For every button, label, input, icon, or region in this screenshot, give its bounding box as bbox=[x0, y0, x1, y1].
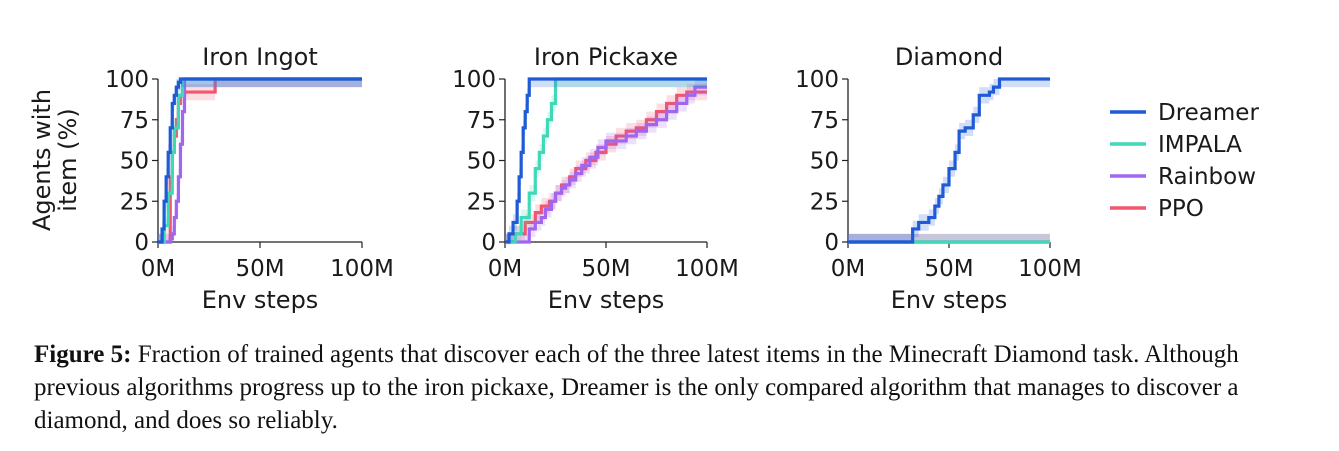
figure-caption: Figure 5: Fraction of trained agents tha… bbox=[34, 338, 1314, 437]
subplot-iron-ingot: Iron Ingot 0 25 50 75 100 0M 50M 100M Env steps bbox=[105, 43, 394, 314]
plot-diamond-band-rainbow bbox=[848, 233, 1050, 242]
plot-iron-ingot-title: Iron Ingot bbox=[202, 43, 318, 71]
plot-iron-pickaxe-y-tick-label: 0 bbox=[481, 230, 496, 256]
plot-diamond-band-impala bbox=[848, 233, 1050, 242]
plot-iron-ingot-y-tick-label: 50 bbox=[120, 149, 149, 175]
plot-iron-pickaxe-band-impala bbox=[505, 79, 707, 242]
plot-iron-ingot-line-impala bbox=[158, 77, 362, 244]
legend-label-ppo: PPO bbox=[1158, 196, 1204, 222]
plot-iron-ingot-x-label: Env steps bbox=[202, 286, 319, 314]
subplot-diamond: Diamond 0 25 50 75 100 0M 50M 100M Env steps bbox=[795, 43, 1082, 314]
plot-diamond-y-tick-label: 0 bbox=[824, 230, 839, 256]
plot-iron-pickaxe-x-label: Env steps bbox=[548, 286, 665, 314]
plot-iron-ingot-y-tick-label: 75 bbox=[120, 108, 149, 134]
plot-diamond-y-tick-label: 25 bbox=[810, 189, 839, 215]
plot-diamond-title: Diamond bbox=[895, 43, 1003, 71]
plot-diamond-band-dreamer bbox=[848, 79, 1050, 242]
plot-iron-ingot-y-tick-label: 100 bbox=[105, 67, 149, 93]
plot-iron-ingot-band-impala bbox=[158, 79, 362, 242]
subplot-iron-pickaxe: Iron Pickaxe 0 25 50 75 100 0M 50M 100M Env steps bbox=[452, 43, 739, 314]
plot-iron-ingot-y-tick-label: 0 bbox=[134, 230, 149, 256]
figure: Agents with item (%) Iron Ingot 0 25 50 75 10… bbox=[28, 43, 1259, 314]
plot-iron-pickaxe-line-rainbow bbox=[505, 85, 707, 244]
plot-diamond-x-tick-label: 0M bbox=[831, 256, 865, 282]
plot-diamond-x-tick-label: 100M bbox=[1018, 256, 1082, 282]
caption-text: Fraction of trained agents that discover… bbox=[34, 341, 1239, 434]
plot-diamond-x-tick-label: 50M bbox=[924, 256, 973, 282]
legend: Dreamer IMPALA Rainbow PPO bbox=[1110, 100, 1259, 222]
plot-iron-ingot-band-rainbow bbox=[158, 79, 362, 242]
plot-iron-ingot-x-tick-label: 0M bbox=[141, 256, 175, 282]
y-axis-label-line1: Agents with bbox=[28, 89, 56, 231]
plot-iron-pickaxe-y-tick-label: 50 bbox=[467, 149, 496, 175]
caption-label: Figure 5: bbox=[34, 341, 132, 368]
plot-iron-pickaxe-x-tick-label: 0M bbox=[488, 256, 522, 282]
plot-iron-pickaxe-line-impala bbox=[505, 77, 707, 244]
plot-iron-pickaxe-y-tick-label: 25 bbox=[467, 189, 496, 215]
plot-iron-ingot-x-tick-label: 100M bbox=[330, 256, 394, 282]
plot-iron-ingot-x-tick-label: 50M bbox=[235, 256, 284, 282]
plot-diamond-line-dreamer bbox=[848, 77, 1050, 244]
plot-iron-ingot-line-dreamer bbox=[158, 77, 362, 244]
plot-iron-ingot-line-rainbow bbox=[158, 77, 362, 244]
plot-iron-ingot-line-ppo bbox=[158, 77, 362, 244]
plot-iron-ingot-band-ppo bbox=[158, 79, 362, 242]
plot-iron-pickaxe-line-dreamer bbox=[505, 77, 707, 244]
legend-label-rainbow: Rainbow bbox=[1158, 164, 1256, 190]
plot-iron-ingot-y-tick-label: 25 bbox=[120, 189, 149, 215]
plot-iron-pickaxe-x-tick-label: 100M bbox=[675, 256, 739, 282]
plot-iron-pickaxe-x-tick-label: 50M bbox=[581, 256, 630, 282]
y-axis-label-line2: item (%) bbox=[54, 108, 82, 211]
plot-iron-pickaxe-y-tick-label: 100 bbox=[452, 67, 496, 93]
plot-diamond-band-ppo bbox=[848, 233, 1050, 242]
plot-iron-pickaxe-y-tick-label: 75 bbox=[467, 108, 496, 134]
legend-label-impala: IMPALA bbox=[1158, 132, 1242, 158]
plot-diamond-y-tick-label: 100 bbox=[795, 67, 839, 93]
plot-diamond-x-label: Env steps bbox=[891, 286, 1008, 314]
plot-diamond-y-tick-label: 50 bbox=[810, 149, 839, 175]
plot-diamond-y-tick-label: 75 bbox=[810, 108, 839, 134]
plot-iron-pickaxe-title: Iron Pickaxe bbox=[534, 43, 678, 71]
legend-label-dreamer: Dreamer bbox=[1158, 100, 1259, 126]
plot-iron-ingot-band-dreamer bbox=[158, 79, 362, 242]
